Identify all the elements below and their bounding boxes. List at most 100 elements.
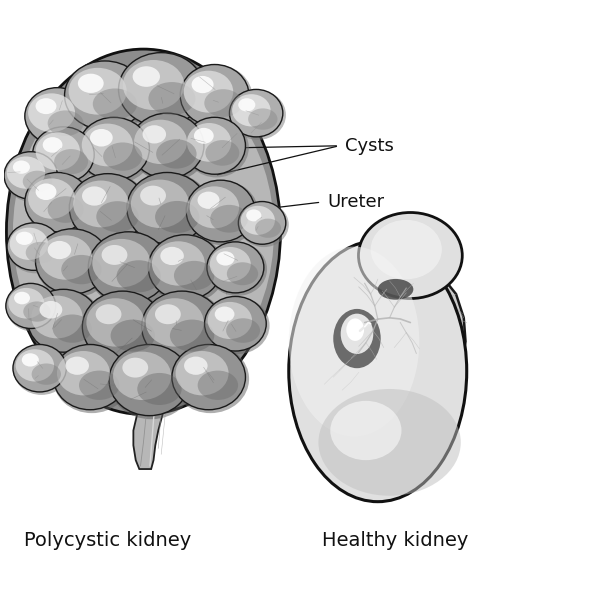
Ellipse shape (82, 187, 107, 206)
Ellipse shape (142, 291, 223, 362)
Ellipse shape (35, 133, 80, 170)
Ellipse shape (82, 124, 133, 166)
Ellipse shape (23, 170, 52, 192)
Ellipse shape (25, 88, 90, 145)
Ellipse shape (69, 174, 150, 246)
Ellipse shape (103, 142, 142, 171)
Ellipse shape (143, 125, 166, 143)
Ellipse shape (35, 98, 56, 114)
Ellipse shape (82, 291, 167, 366)
Ellipse shape (127, 172, 211, 247)
Ellipse shape (119, 53, 204, 126)
Ellipse shape (208, 302, 252, 339)
Ellipse shape (32, 364, 61, 385)
Ellipse shape (33, 127, 98, 186)
Ellipse shape (4, 152, 61, 202)
Ellipse shape (65, 61, 145, 130)
Ellipse shape (64, 61, 149, 133)
Ellipse shape (7, 49, 280, 415)
Ellipse shape (230, 90, 286, 140)
Ellipse shape (73, 181, 128, 227)
Ellipse shape (110, 320, 155, 352)
Ellipse shape (53, 344, 127, 410)
Ellipse shape (93, 88, 137, 119)
Ellipse shape (148, 235, 226, 304)
Ellipse shape (238, 202, 286, 244)
Ellipse shape (109, 344, 194, 419)
Ellipse shape (155, 201, 199, 233)
Ellipse shape (25, 172, 90, 232)
Ellipse shape (142, 291, 226, 366)
Ellipse shape (7, 223, 61, 271)
Ellipse shape (47, 110, 83, 136)
Ellipse shape (137, 373, 182, 405)
Ellipse shape (146, 298, 204, 347)
Ellipse shape (13, 345, 70, 395)
Ellipse shape (10, 227, 48, 260)
Ellipse shape (238, 98, 256, 112)
Ellipse shape (197, 371, 238, 400)
Ellipse shape (22, 353, 39, 367)
Text: Healthy kidney: Healthy kidney (322, 531, 469, 550)
Ellipse shape (26, 242, 55, 263)
Ellipse shape (54, 149, 88, 174)
Ellipse shape (6, 283, 56, 328)
Text: Polycystic kidney: Polycystic kidney (24, 531, 191, 550)
Ellipse shape (241, 206, 275, 235)
Ellipse shape (194, 128, 214, 144)
Ellipse shape (13, 344, 67, 392)
Ellipse shape (122, 358, 148, 377)
Ellipse shape (16, 349, 54, 382)
Ellipse shape (191, 76, 214, 93)
Ellipse shape (232, 94, 271, 127)
Ellipse shape (134, 119, 187, 164)
Ellipse shape (61, 255, 101, 284)
Ellipse shape (148, 82, 196, 115)
Ellipse shape (92, 239, 151, 287)
Ellipse shape (184, 356, 208, 375)
Ellipse shape (140, 185, 166, 206)
Ellipse shape (131, 179, 189, 228)
Ellipse shape (319, 389, 461, 496)
Ellipse shape (78, 118, 153, 184)
Ellipse shape (148, 235, 222, 300)
Ellipse shape (289, 247, 419, 436)
Ellipse shape (152, 241, 205, 286)
Ellipse shape (118, 53, 208, 130)
Ellipse shape (156, 139, 197, 169)
Ellipse shape (186, 181, 259, 245)
Ellipse shape (79, 371, 119, 400)
Ellipse shape (78, 74, 104, 93)
Ellipse shape (25, 173, 94, 235)
Ellipse shape (53, 314, 92, 343)
Ellipse shape (210, 205, 248, 233)
Ellipse shape (32, 127, 94, 182)
Ellipse shape (78, 118, 149, 180)
Ellipse shape (101, 245, 127, 265)
Ellipse shape (184, 71, 233, 113)
Ellipse shape (207, 242, 267, 296)
Ellipse shape (116, 260, 161, 292)
Ellipse shape (207, 242, 264, 293)
Ellipse shape (28, 178, 75, 219)
Ellipse shape (39, 235, 92, 280)
Ellipse shape (127, 172, 208, 244)
Ellipse shape (95, 304, 121, 324)
Ellipse shape (170, 320, 214, 352)
Ellipse shape (378, 279, 413, 300)
Ellipse shape (13, 160, 30, 174)
Ellipse shape (109, 344, 190, 416)
Ellipse shape (28, 290, 103, 356)
Ellipse shape (65, 356, 89, 375)
Ellipse shape (82, 291, 163, 362)
Ellipse shape (53, 344, 130, 413)
Ellipse shape (40, 301, 62, 319)
Ellipse shape (47, 196, 83, 223)
Ellipse shape (289, 241, 467, 502)
Ellipse shape (205, 297, 269, 354)
Ellipse shape (88, 232, 173, 307)
Ellipse shape (70, 173, 146, 242)
Ellipse shape (229, 89, 283, 137)
Ellipse shape (68, 68, 127, 115)
Ellipse shape (155, 304, 181, 324)
